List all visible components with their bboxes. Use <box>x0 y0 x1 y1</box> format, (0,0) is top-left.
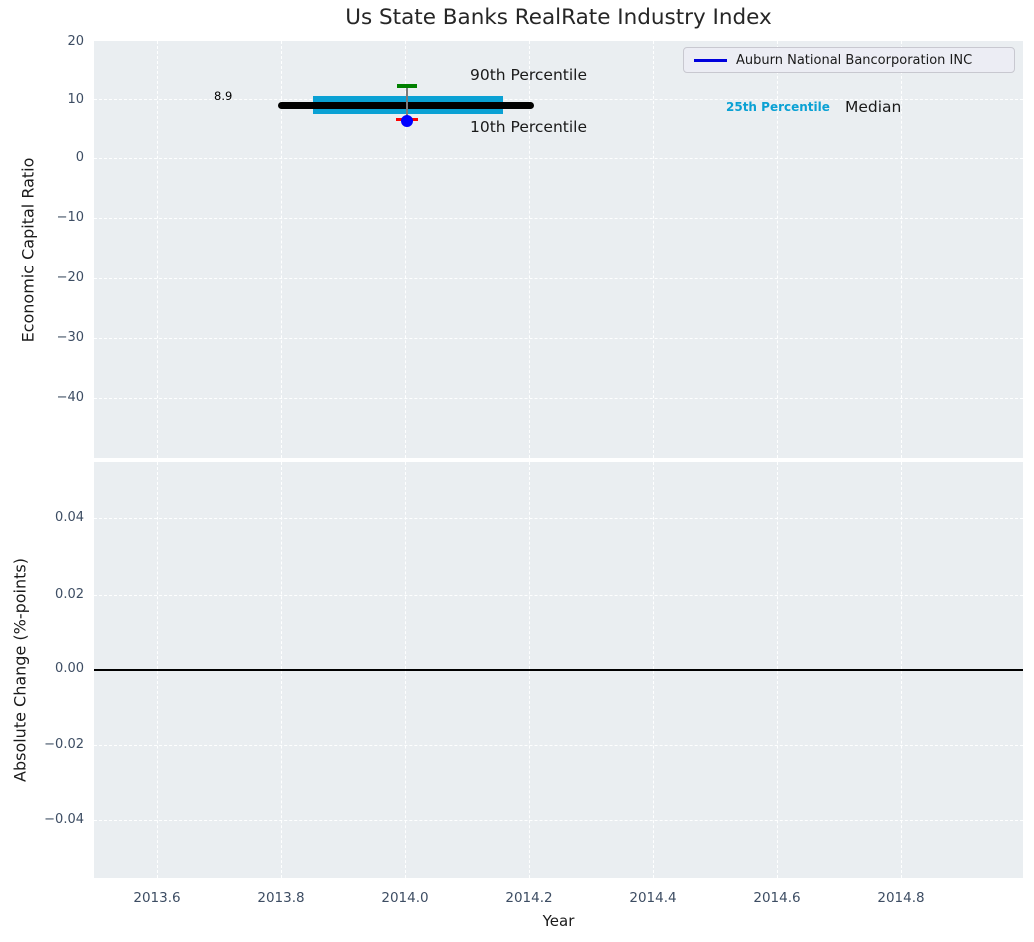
xtick-label: 2014.2 <box>505 890 553 906</box>
bottom-y-axis-label: Absolute Change (%-points) <box>10 558 30 782</box>
gridline <box>901 41 902 458</box>
xtick-label: 2014.8 <box>877 890 925 906</box>
bottom-plot-area <box>94 462 1023 878</box>
ytick-label: 0.04 <box>55 510 84 525</box>
ytick-label: −0.04 <box>44 812 84 827</box>
ytick-label: −20 <box>56 270 84 285</box>
gridline <box>777 41 778 458</box>
legend: Auburn National Bancorporation INC <box>683 47 1015 73</box>
xtick-label: 2013.6 <box>133 890 181 906</box>
gridline <box>94 595 1023 596</box>
xtick-label: 2014.6 <box>753 890 801 906</box>
gridline <box>94 338 1023 339</box>
gridline <box>94 518 1023 519</box>
ytick-label: −30 <box>56 330 84 345</box>
gridline <box>653 41 654 458</box>
gridline <box>94 745 1023 746</box>
annotation-median: Median <box>845 98 902 116</box>
gridline <box>157 41 158 458</box>
ytick-label: 0.02 <box>55 587 84 602</box>
ytick-label: −10 <box>56 210 84 225</box>
whisker-line <box>406 87 408 121</box>
gridline <box>94 158 1023 159</box>
gridline <box>94 398 1023 399</box>
xtick-label: 2013.8 <box>257 890 305 906</box>
p90-cap-mark <box>397 84 417 88</box>
top-y-axis-label: Economic Capital Ratio <box>18 157 38 343</box>
xtick-label: 2014.0 <box>381 890 429 906</box>
company-point-marker <box>401 115 413 127</box>
xtick-label: 2014.4 <box>629 890 677 906</box>
gridline <box>94 99 1023 100</box>
ytick-label: 0 <box>75 150 84 165</box>
gridline <box>281 41 282 458</box>
ytick-label: 20 <box>67 34 84 49</box>
ytick-label: −0.02 <box>44 737 84 752</box>
legend-line-swatch <box>694 58 727 62</box>
top-plot-area <box>94 41 1023 458</box>
zero-reference-line <box>94 669 1023 671</box>
x-axis-label: Year <box>542 912 575 930</box>
annotation-25th-percentile: 25th Percentile <box>726 100 830 114</box>
gridline <box>94 820 1023 821</box>
ytick-label: 0.00 <box>55 661 84 676</box>
gridline <box>405 41 406 458</box>
gridline <box>94 278 1023 279</box>
chart-title: Us State Banks RealRate Industry Index <box>345 5 772 30</box>
median-value-label: 8.9 <box>214 89 233 103</box>
annotation-90th-percentile: 90th Percentile <box>470 66 588 84</box>
annotation-10th-percentile: 10th Percentile <box>470 118 588 136</box>
ytick-label: −40 <box>56 390 84 405</box>
gridline <box>529 41 530 458</box>
ytick-label: 10 <box>67 92 84 107</box>
gridline <box>94 218 1023 219</box>
legend-label: Auburn National Bancorporation INC <box>736 52 973 68</box>
